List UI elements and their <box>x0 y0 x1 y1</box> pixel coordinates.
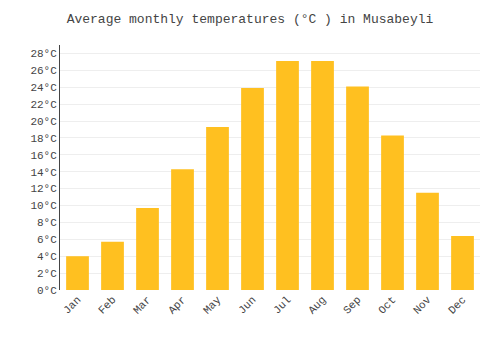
svg-text:Average monthly temperatures (: Average monthly temperatures (°C ) in Mu… <box>67 12 434 27</box>
svg-text:Jan: Jan <box>61 294 83 316</box>
svg-text:0°C: 0°C <box>37 285 57 297</box>
svg-text:Feb: Feb <box>96 294 118 316</box>
svg-text:22°C: 22°C <box>30 99 57 111</box>
svg-text:4°C: 4°C <box>37 251 57 263</box>
svg-text:14°C: 14°C <box>30 167 57 179</box>
svg-text:24°C: 24°C <box>30 82 57 94</box>
svg-text:8°C: 8°C <box>37 217 57 229</box>
svg-text:6°C: 6°C <box>37 234 57 246</box>
svg-text:Mar: Mar <box>131 294 153 316</box>
svg-text:Aug: Aug <box>306 294 328 316</box>
svg-text:10°C: 10°C <box>30 200 57 212</box>
svg-text:2°C: 2°C <box>37 268 57 280</box>
svg-text:Nov: Nov <box>411 294 434 317</box>
svg-text:18°C: 18°C <box>30 133 57 145</box>
svg-text:28°C: 28°C <box>30 48 57 60</box>
svg-text:Dec: Dec <box>446 294 468 316</box>
svg-text:12°C: 12°C <box>30 183 57 195</box>
svg-text:May: May <box>201 294 224 317</box>
svg-text:16°C: 16°C <box>30 150 57 162</box>
svg-text:Oct: Oct <box>376 294 398 316</box>
svg-text:Sep: Sep <box>341 294 363 316</box>
svg-text:20°C: 20°C <box>30 116 57 128</box>
svg-text:Jun: Jun <box>236 294 258 316</box>
svg-text:Jul: Jul <box>271 294 293 316</box>
svg-text:Apr: Apr <box>166 294 188 316</box>
svg-text:26°C: 26°C <box>30 65 57 77</box>
